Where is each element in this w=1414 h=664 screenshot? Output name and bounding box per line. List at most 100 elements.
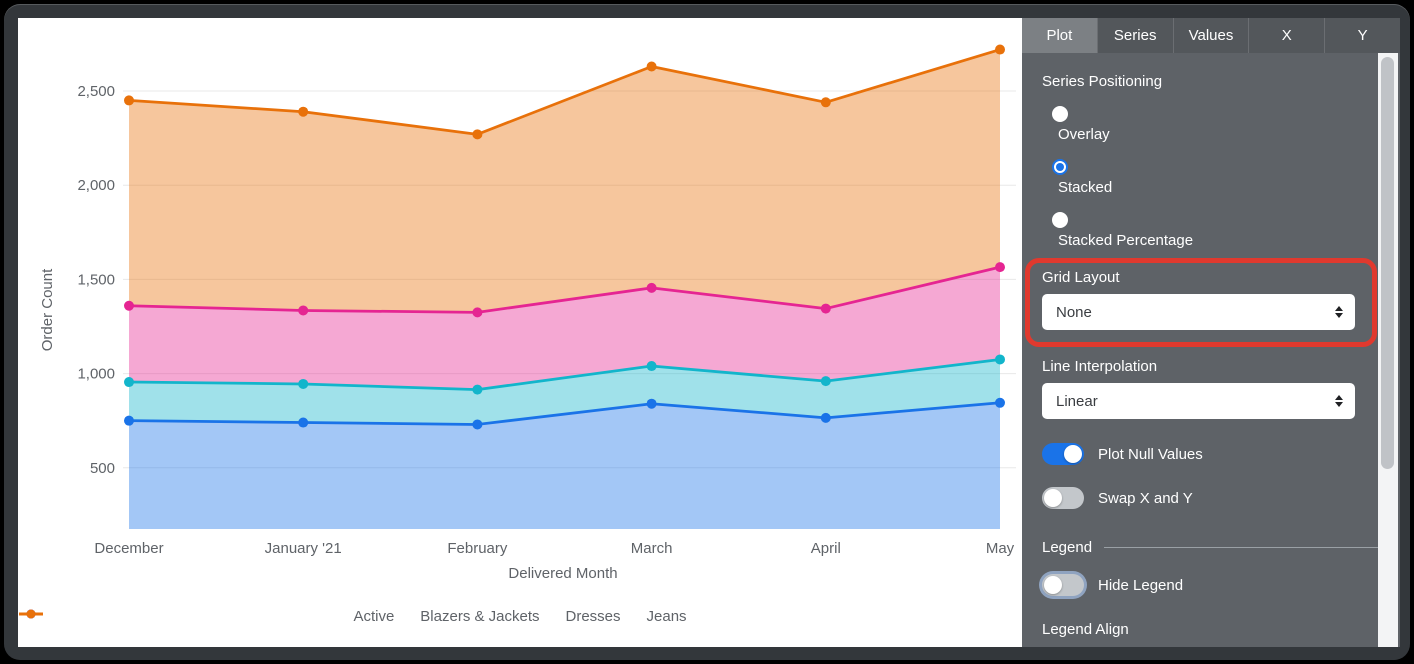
data-point-blazers-jackets[interactable] [995, 354, 1005, 365]
plot-null-values-toggle[interactable] [1042, 443, 1084, 465]
config-panel: Plot Series Values X Y Series Positioning Ov… [1022, 18, 1400, 647]
radio-unselected-icon[interactable] [1052, 212, 1068, 228]
grid-layout-select[interactable]: None [1042, 294, 1355, 330]
toggle-knob [1064, 445, 1082, 463]
plot-null-values-label: Plot Null Values [1098, 445, 1203, 463]
legend-item-label: Dresses [565, 608, 621, 625]
panel-tabs: Plot Series Values X Y [1022, 18, 1400, 53]
radio-option-label: Stacked Percentage [1058, 232, 1194, 249]
radio-option-overlay[interactable]: Overlay [1052, 106, 1355, 143]
data-point-dresses[interactable] [646, 282, 657, 293]
y-tick-label: 1,000 [77, 366, 115, 383]
x-tick-label: December [94, 540, 163, 557]
radio-selected-icon[interactable] [1052, 159, 1068, 175]
data-point-active[interactable] [646, 398, 657, 409]
radio-unselected-icon[interactable] [1052, 106, 1068, 122]
line-dresses [127, 265, 1002, 314]
data-point-active[interactable] [298, 417, 309, 428]
line-interpolation-label: Line Interpolation [1042, 358, 1158, 375]
data-point-dresses[interactable] [124, 300, 134, 311]
hide-legend-row: Hide Legend [1042, 574, 1355, 596]
series-positioning-label: Series Positioning [1042, 73, 1163, 90]
panel-body: Series Positioning Overlay Stacked Stacked… [1022, 53, 1400, 638]
y-tick-label: 2,000 [77, 177, 115, 194]
data-point-jeans[interactable] [995, 44, 1005, 55]
toggle-knob [1044, 489, 1062, 507]
data-point-blazers-jackets[interactable] [820, 376, 831, 387]
legend-item-blazers-jackets[interactable]: Blazers & Jackets [19, 608, 540, 625]
data-point-jeans[interactable] [646, 61, 657, 72]
radio-option-label: Stacked [1058, 179, 1113, 196]
legend-item-dresses[interactable]: Dresses [19, 608, 621, 625]
line-interpolation-select[interactable]: Linear [1042, 383, 1355, 419]
swap-x-and-y-label: Swap X and Y [1098, 489, 1193, 507]
data-point-dresses[interactable] [472, 307, 483, 318]
x-tick-label: January '21 [265, 540, 342, 557]
toggle-knob [1044, 576, 1062, 594]
legend-item-label: Blazers & Jackets [420, 608, 540, 625]
swap-x-and-y-toggle[interactable] [1042, 487, 1084, 509]
select-arrows-icon [1335, 306, 1343, 318]
data-point-blazers-jackets[interactable] [472, 384, 483, 395]
line-active [127, 401, 1002, 426]
legend-item-jeans[interactable]: Jeans [19, 608, 687, 625]
data-point-dresses[interactable] [995, 262, 1005, 273]
x-tick-label: February [447, 540, 508, 557]
hide-legend-label: Hide Legend [1098, 576, 1184, 594]
tab-x[interactable]: X [1248, 18, 1324, 53]
legend-item-active[interactable]: Active [19, 608, 395, 625]
y-tick-label: 2,500 [77, 83, 115, 100]
line-jeans [127, 48, 1002, 136]
radio-option-stacked[interactable]: Stacked [1052, 159, 1355, 196]
y-tick-label: 500 [90, 460, 115, 477]
data-point-dresses[interactable] [298, 305, 309, 316]
data-point-active[interactable] [124, 415, 134, 426]
data-point-active[interactable] [820, 412, 831, 423]
tab-plot[interactable]: Plot [1022, 18, 1097, 53]
line-blazers-jackets [127, 358, 1002, 391]
radio-option-stacked-percentage[interactable]: Stacked Percentage [1052, 212, 1355, 249]
panel-scrollbar-thumb[interactable] [1381, 57, 1394, 469]
x-tick-label: March [631, 540, 673, 557]
data-point-blazers-jackets[interactable] [124, 377, 134, 388]
area-jeans [129, 49, 1000, 313]
y-tick-label: 1,500 [77, 271, 115, 288]
tab-series[interactable]: Series [1096, 18, 1173, 53]
data-point-active[interactable] [472, 419, 483, 430]
legend-marker-icon [19, 609, 43, 619]
grid-layout-label: Grid Layout [1042, 269, 1120, 286]
x-tick-label: April [811, 540, 841, 557]
grid-layout-value: None [1056, 303, 1092, 321]
area-active [129, 402, 1000, 529]
legend-section-title: Legend [1042, 539, 1093, 556]
window-content: 500 1,000 1,500 2,000 2,500 December January '… [18, 18, 1400, 647]
panel-scrollbar-track [1378, 53, 1398, 647]
data-point-jeans[interactable] [298, 106, 309, 117]
legend-section-header: Legend [1042, 539, 1379, 556]
data-point-dresses[interactable] [820, 303, 831, 314]
stacked-area-chart: 500 1,000 1,500 2,000 2,500 December January '… [39, 44, 1016, 582]
data-point-jeans[interactable] [820, 97, 831, 108]
tab-y[interactable]: Y [1324, 18, 1400, 53]
data-point-jeans[interactable] [472, 129, 483, 140]
legend-item-label: Active [353, 608, 395, 625]
hide-legend-toggle[interactable] [1042, 574, 1084, 596]
plot-null-values-row: Plot Null Values [1042, 443, 1355, 465]
legend-item-label: Jeans [646, 608, 687, 625]
x-axis-title: Delivered Month [508, 565, 617, 582]
radio-option-label: Overlay [1058, 126, 1110, 143]
line-interpolation-value: Linear [1056, 392, 1098, 410]
data-point-active[interactable] [995, 397, 1005, 408]
chart-area: 500 1,000 1,500 2,000 2,500 December January '… [18, 18, 1022, 647]
tab-values[interactable]: Values [1172, 18, 1249, 53]
data-point-blazers-jackets[interactable] [298, 378, 309, 389]
select-arrows-icon [1335, 395, 1343, 407]
x-tick-label: May [986, 540, 1015, 557]
area-blazers-jackets [129, 359, 1000, 425]
data-point-jeans[interactable] [124, 95, 134, 106]
data-point-blazers-jackets[interactable] [646, 361, 657, 372]
legend-align-label: Legend Align [1042, 621, 1129, 638]
section-divider [1104, 547, 1379, 548]
area-dresses [129, 267, 1000, 390]
